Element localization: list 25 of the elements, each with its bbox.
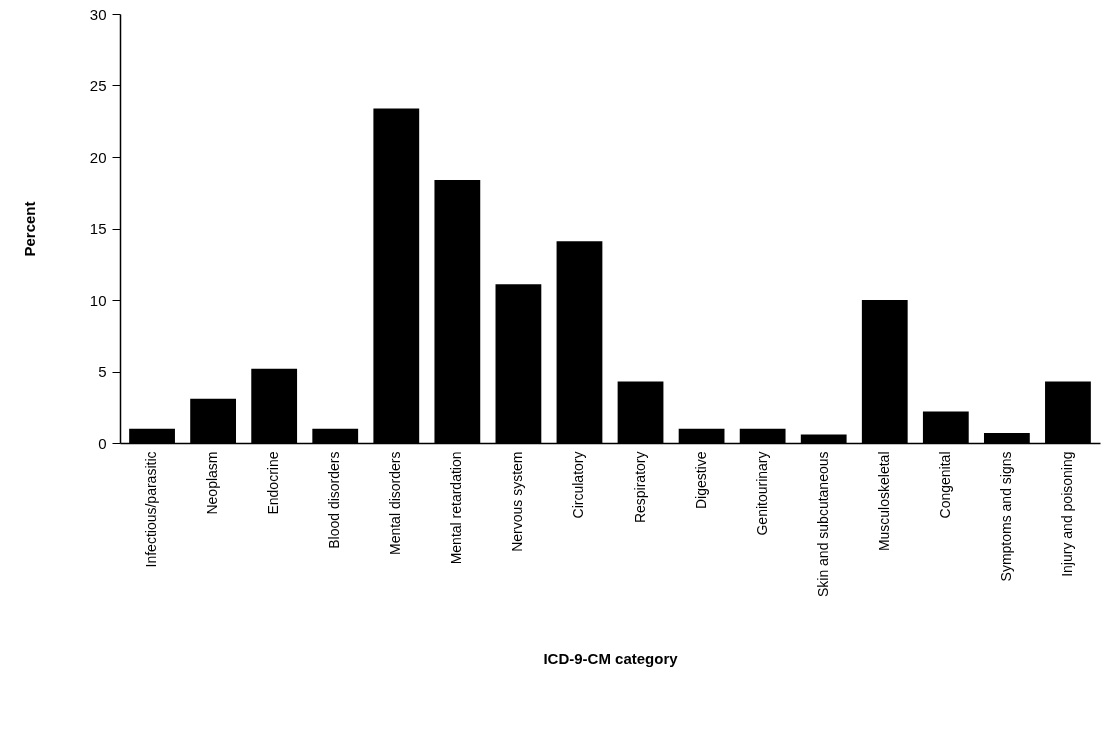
y-tick-label: 5 xyxy=(98,363,107,380)
x-tick-label: Nervous system xyxy=(509,451,526,552)
x-tick-label: Mental disorders xyxy=(387,451,404,555)
x-tick-label: Infectious/parasitic xyxy=(143,451,160,568)
x-tick-label: Congenital xyxy=(936,451,953,519)
x-tick-label: Mental retardation xyxy=(448,451,465,565)
x-tick-label: Injury and poisoning xyxy=(1058,451,1075,577)
y-tick-label: 15 xyxy=(89,220,107,237)
x-tick-label: Genitourinary xyxy=(753,451,770,536)
x-tick-label: Musculoskeletal xyxy=(875,451,892,552)
x-tick-label: Circulatory xyxy=(570,451,587,519)
x-tick-label: Blood disorders xyxy=(326,451,343,549)
x-tick-label: Digestive xyxy=(692,451,709,510)
x-tick-label: Symptoms and signs xyxy=(997,451,1014,582)
x-tick-label: Endocrine xyxy=(265,451,282,515)
x-tick-label: Respiratory xyxy=(631,451,648,524)
y-tick-label: 10 xyxy=(89,291,107,309)
x-tick-label: Neoplasm xyxy=(204,451,221,515)
x-axis-title: ICD-9-CM category xyxy=(543,650,679,668)
y-tick-label: 30 xyxy=(89,5,107,23)
y-tick-label: 20 xyxy=(89,148,107,166)
y-tick-label: 0 xyxy=(98,434,107,452)
x-tick-label: Skin and subcutaneous xyxy=(814,451,831,598)
y-axis-title: Percent xyxy=(20,201,38,257)
y-tick-label: 25 xyxy=(89,77,107,94)
